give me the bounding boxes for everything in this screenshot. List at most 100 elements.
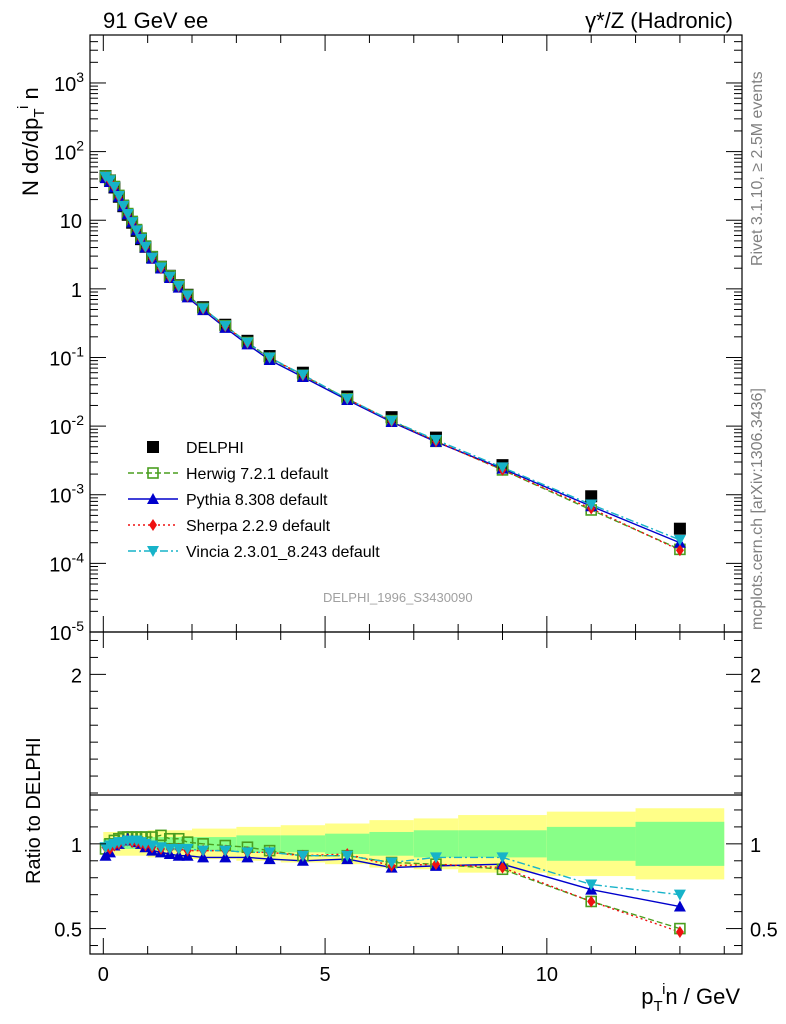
main-point-sherpa [675, 544, 684, 557]
ratio-point-vincia [429, 852, 442, 864]
main-y-tick-label: 103 [54, 69, 84, 96]
ratio-point-vincia [154, 842, 167, 854]
main-y-tick-label: 10 [60, 211, 82, 233]
ratio-y-tick-label-right: 1 [750, 835, 761, 857]
ratio-point-vincia [385, 857, 398, 869]
main-y-axis: 10-5 10-4 10-3 10-2 10-1 1 10 102 103 [49, 34, 742, 645]
ratio-point-pythia [263, 853, 276, 865]
ratio-point-sherpa [675, 925, 684, 938]
main-y-tick-label: 102 [54, 138, 84, 165]
legend-label-sherpa: Sherpa 2.2.9 default [186, 518, 331, 535]
ratio-axes-ticks: 0 5 10 0.5 0.5 1 1 2 2 [54, 632, 778, 986]
ratio-point-pythia [197, 851, 210, 863]
ratio-point-vincia [241, 847, 254, 859]
analysis-watermark: DELPHI_1996_S3430090 [323, 590, 473, 605]
main-point-vincia [154, 262, 167, 274]
x-tick-label: 10 [536, 964, 558, 986]
main-point-vincia [181, 290, 194, 302]
legend-marker-pythia [147, 493, 159, 504]
band-inner-bin [280, 835, 326, 853]
legend: DELPHI Herwig 7.2.1 default Pythia 8.308 d… [128, 440, 380, 561]
x-tick-label: 0 [98, 964, 109, 986]
ratio-y-tick-label: 0.5 [54, 920, 82, 942]
main-point-vincia [429, 434, 442, 446]
ratio-series-layer [99, 829, 686, 938]
legend-marker-data [147, 441, 159, 453]
ratio-point-vincia [219, 845, 232, 857]
rivet-label: Rivet 3.1.10, ≥ 2.5M events [749, 71, 766, 266]
main-point-vincia [263, 352, 276, 364]
legend-marker-sherpa [149, 519, 157, 531]
ratio-point-vincia [296, 850, 309, 862]
ratio-frame [89, 631, 743, 955]
x-tick-label: 5 [320, 964, 331, 986]
main-point-vincia [673, 534, 686, 546]
ratio-point-sherpa [587, 895, 596, 908]
main-point-data [585, 490, 598, 503]
uncertainty-band [103, 808, 725, 880]
ratio-point-vincia [172, 843, 185, 855]
ratio-point-herwig [155, 829, 167, 842]
main-point-vincia [121, 209, 134, 221]
main-point-vincia [341, 393, 354, 405]
main-y-axis-label: N dσ/dpTi n [15, 87, 48, 196]
band-inner-bin [635, 821, 725, 866]
ratio-point-vincia [341, 850, 354, 862]
main-point-vincia [241, 337, 254, 349]
main-point-vincia [172, 281, 185, 293]
legend-label-vincia: Vincia 2.3.01_8.243 default [186, 544, 380, 561]
band-inner-bin [369, 831, 414, 856]
main-point-vincia [146, 252, 159, 264]
main-point-vincia [585, 499, 598, 511]
ratio-point-vincia [163, 843, 176, 855]
mcplots-label: mcplots.cern.ch [arXiv:1306.3436] [749, 388, 766, 630]
x-axis-label: pTin / GeV [641, 981, 740, 1015]
main-frame [89, 34, 743, 633]
main-y-tick-label: 10-4 [49, 549, 84, 576]
main-series-layer [99, 170, 686, 557]
ratio-point-vincia [181, 843, 194, 855]
main-y-tick-label: 10-1 [49, 343, 84, 370]
legend-marker-herwig [147, 467, 159, 479]
main-point-vincia [219, 320, 232, 332]
main-point-vincia [108, 181, 121, 193]
ratio-plot-panel: 0 5 10 0.5 0.5 1 1 2 2 Ratio to DELPHI pTin / Ge… [23, 631, 778, 1015]
ratio-y-tick-label-right: 0.5 [750, 920, 778, 942]
main-point-vincia [135, 233, 148, 245]
legend-label-herwig: Herwig 7.2.1 default [186, 466, 329, 483]
main-y-tick-label: 1 [71, 280, 82, 302]
main-y-tick-label: 10-3 [49, 481, 84, 508]
main-point-vincia [139, 241, 152, 253]
ratio-point-vincia [197, 845, 210, 857]
legend-label-data: DELPHI [186, 440, 244, 457]
ratio-point-vincia [263, 847, 276, 859]
main-point-vincia [296, 369, 309, 381]
main-line-vincia [105, 176, 681, 541]
legend-label-pythia: Pythia 8.308 default [186, 492, 328, 509]
main-point-vincia [385, 415, 398, 427]
main-point-vincia [126, 217, 139, 229]
main-point-data [673, 522, 686, 535]
main-point-vincia [117, 200, 130, 212]
main-y-tick-label: 10-5 [49, 618, 84, 645]
main-line-pythia [105, 177, 681, 544]
ratio-point-pythia [172, 849, 185, 861]
band-inner-bin [546, 826, 636, 861]
ratio-y-tick-label-right: 2 [750, 665, 761, 687]
ratio-point-sherpa [498, 861, 507, 874]
ratio-y-axis-label: Ratio to DELPHI [23, 737, 45, 884]
ratio-point-vincia [585, 879, 598, 891]
ratio-point-pythia [219, 851, 232, 863]
main-point-vincia [163, 271, 176, 283]
ratio-point-vincia [146, 840, 159, 852]
main-point-vincia [130, 225, 143, 237]
legend-marker-vincia [147, 546, 159, 557]
ratio-point-sherpa [431, 858, 440, 871]
main-point-vincia [197, 303, 210, 315]
main-plot-panel: 10-5 10-4 10-3 10-2 10-1 1 10 102 103 DELPHI_199… [15, 34, 743, 645]
ratio-y-tick-label: 2 [71, 665, 82, 687]
ratio-point-vincia [496, 852, 509, 864]
energy-title: 91 GeV ee [103, 8, 208, 33]
ratio-point-vincia [673, 889, 686, 901]
